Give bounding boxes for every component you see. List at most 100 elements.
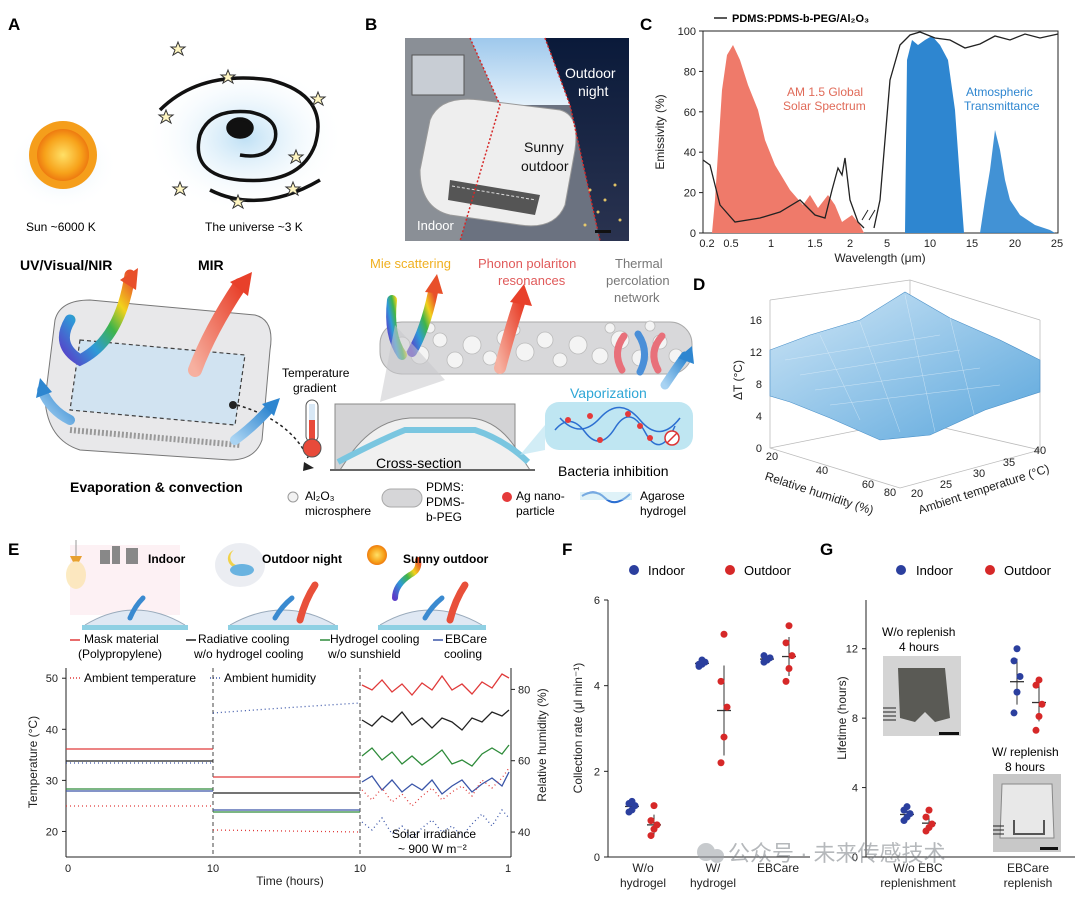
- panel-a-legend: Al₂O₃ microsphere PDMS: PDMS- b-PEG Ag n…: [287, 480, 686, 524]
- panel-e-xticks: 0 10 10 1: [65, 863, 511, 875]
- panel-g-label: G: [820, 540, 833, 559]
- panel-f-label: F: [562, 540, 572, 559]
- panel-g-legend-outdoor: Outdoor: [1004, 563, 1052, 578]
- d-ztick-label: 4: [756, 411, 762, 423]
- e-ytick-label: 20: [46, 826, 58, 838]
- d-ytick-label: 30: [973, 468, 985, 480]
- thermal-network-arrows: [614, 330, 666, 376]
- legend-agarose-2: hydrogel: [640, 504, 686, 518]
- f-ytick-label: 0: [594, 852, 600, 864]
- mask-illustration: [44, 299, 314, 471]
- mie-label: Mie scattering: [370, 256, 451, 271]
- g-ytick-label: 4: [852, 783, 858, 795]
- mask-device-photo: [419, 98, 577, 227]
- panel-a: A Sun ~6000 K The universe ~3 K UV/Visua…: [8, 15, 694, 524]
- hydrogel-zoom-cone: [520, 425, 545, 455]
- outdoor-night-label-2: night: [578, 83, 608, 99]
- legend-rad-1: Radiative cooling: [198, 632, 289, 646]
- f-ytick-label: 4: [594, 681, 600, 693]
- data-point: [1013, 688, 1021, 696]
- d-ztick-label: 8: [756, 379, 762, 391]
- axis-break: [861, 209, 876, 221]
- scene-night: [215, 543, 338, 630]
- legend-amb-h: Ambient humidity: [224, 671, 316, 685]
- data-point: [1032, 681, 1040, 689]
- data-point: [717, 759, 725, 767]
- legend-outdoor-marker-g: [985, 565, 995, 575]
- c-ytick-label: 80: [684, 66, 696, 78]
- c-xtick-label: 0.5: [723, 238, 738, 250]
- scene-indoor: [66, 540, 188, 630]
- convection-arrow-right: [230, 403, 275, 445]
- panel-d: D ΔT (°C) Relative humidity (%) Ambient …: [693, 275, 1051, 517]
- panel-c: C PDMS:PDMS-b-PEG/Al₂O₃ AM 1.5 Global So…: [640, 13, 1063, 265]
- d-ytick-label: 40: [1034, 445, 1046, 457]
- galaxy-icon: [158, 76, 321, 203]
- uv-arrow-head: [120, 268, 138, 290]
- photo2-caption-2: 8 hours: [1005, 760, 1045, 774]
- thermal-label-1: Thermal: [615, 256, 663, 271]
- indoor-monitor: [411, 54, 465, 96]
- region-divider-1: [459, 37, 501, 242]
- legend-indoor-marker: [629, 565, 639, 575]
- panel-f-cat2-b: hydrogel: [690, 876, 736, 890]
- mir-label: MIR: [198, 257, 224, 273]
- data-point: [903, 803, 911, 811]
- legend-al2o3-2: microsphere: [305, 504, 371, 518]
- panel-e-label: E: [8, 540, 19, 559]
- panel-c-xticks: 0.2 0.5 1 1.5 2 5 10 15 20 25: [699, 238, 1063, 250]
- solar-label-2: ~ 900 W m⁻²: [398, 842, 467, 856]
- scene-sunny: [367, 545, 486, 630]
- panel-b-label: B: [365, 15, 377, 34]
- data-point: [1010, 709, 1018, 717]
- data-point: [928, 820, 936, 828]
- data-point: [647, 832, 655, 840]
- data-point: [1013, 645, 1021, 653]
- e-ytick-right-label: 40: [518, 827, 530, 839]
- data-point: [782, 677, 790, 685]
- night-sky-region: [545, 38, 629, 241]
- vapor-arrow-head: [678, 346, 694, 364]
- panel-g-marks: [900, 645, 1046, 835]
- sunny-label-1: Sunny: [524, 139, 564, 155]
- data-point: [698, 656, 706, 664]
- phonon-arrow-head: [510, 284, 532, 306]
- panel-c-xlabel: Wavelength (μm): [834, 251, 925, 265]
- legend-hyd-1: Hydrogel cooling: [330, 632, 419, 646]
- c-xtick-label: 15: [966, 238, 978, 250]
- moon-icon: [227, 550, 244, 568]
- legend-agarose-1: Agarose: [640, 489, 685, 503]
- panel-f-cat2-a: W/: [706, 861, 721, 875]
- legend-al2o3-1: Al₂O₃: [305, 489, 335, 503]
- panel-f-legend-outdoor: Outdoor: [744, 563, 792, 578]
- panel-f-cat1-a: W/o: [632, 861, 654, 875]
- panel-g-cat1-a: W/o EBC: [893, 861, 943, 875]
- panel-a-label: A: [8, 15, 20, 34]
- g-ytick-label: 0: [852, 852, 858, 864]
- f-ytick-label: 6: [594, 595, 600, 607]
- solar-label-1: Solar irradiance: [392, 827, 476, 841]
- d-ytick-label: 25: [940, 479, 952, 491]
- d-ztick-label: 0: [756, 443, 762, 455]
- panel-e-plot: [65, 668, 512, 858]
- temp-gradient-label-1: Temperature: [282, 366, 350, 380]
- panel-d-label: D: [693, 275, 705, 294]
- data-point: [785, 622, 793, 630]
- uv-arrow: [58, 269, 136, 367]
- am15-label-1: AM 1.5 Global: [787, 85, 863, 99]
- c-xtick-label: 1.5: [807, 238, 822, 250]
- legend-indoor-marker-g: [896, 565, 906, 575]
- atm-label-1: Atmospheric: [966, 85, 1033, 99]
- vapor-label: Vaporization: [570, 385, 647, 401]
- e-xtick-label: 0: [65, 863, 71, 875]
- data-point: [720, 630, 728, 638]
- panel-g-cat2-a: EBCare: [1007, 861, 1049, 875]
- hydrogel-box: [545, 402, 693, 450]
- outdoor-night-label-1: Outdoor: [565, 65, 616, 81]
- c-ytick-label: 0: [690, 228, 696, 240]
- d-ztick-label: 16: [750, 315, 762, 327]
- convection-arrow-left-head: [36, 378, 52, 398]
- d-xtick-label: 80: [884, 487, 896, 499]
- e-ytick-right-label: 60: [518, 756, 530, 768]
- panel-e-ylabel-right: Relative humidity (%): [535, 688, 549, 801]
